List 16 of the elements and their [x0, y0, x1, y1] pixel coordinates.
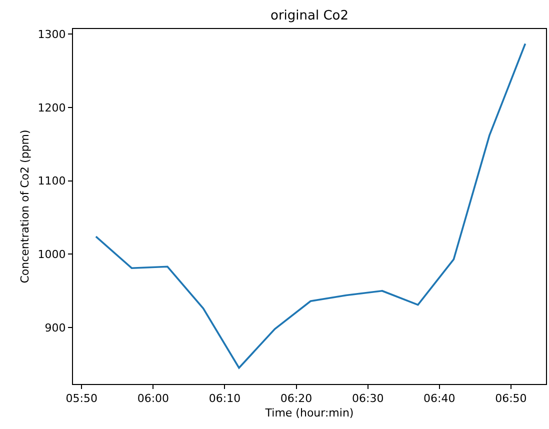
x-tick-label: 06:40	[424, 392, 456, 406]
x-tick-label: 06:10	[208, 392, 241, 406]
y-tick-label: 1000	[38, 248, 66, 262]
line-series	[95, 42, 526, 369]
y-tick-label: 900	[44, 321, 66, 334]
x-tick-label: 06:20	[280, 392, 312, 406]
y-tick-label: 1200	[38, 101, 66, 114]
x-tick-label: 06:50	[495, 392, 527, 406]
x-tick-label: 06:30	[352, 392, 384, 406]
x-axis-title: Time (hour:min)	[264, 406, 354, 420]
y-tick-label: 1100	[38, 174, 66, 188]
y-tick-label: 1300	[38, 28, 66, 41]
chart-title: original Co2	[270, 8, 349, 24]
x-tick-label: 05:50	[66, 392, 98, 406]
y-axis-title: Concentration of Co2 (ppm)	[18, 130, 32, 284]
x-tick-label: 06:00	[137, 392, 170, 406]
